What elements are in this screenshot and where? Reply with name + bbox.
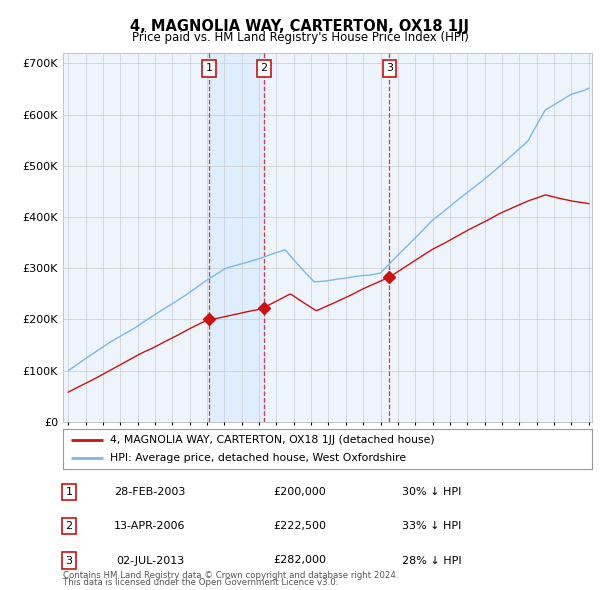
Text: 1: 1 (206, 64, 212, 74)
Text: 1: 1 (65, 487, 73, 497)
Text: This data is licensed under the Open Government Licence v3.0.: This data is licensed under the Open Gov… (63, 578, 338, 586)
Text: Contains HM Land Registry data © Crown copyright and database right 2024.: Contains HM Land Registry data © Crown c… (63, 571, 398, 579)
Text: Price paid vs. HM Land Registry's House Price Index (HPI): Price paid vs. HM Land Registry's House … (131, 31, 469, 44)
Text: 13-APR-2006: 13-APR-2006 (114, 522, 186, 531)
Text: 4, MAGNOLIA WAY, CARTERTON, OX18 1JJ (detached house): 4, MAGNOLIA WAY, CARTERTON, OX18 1JJ (de… (110, 435, 434, 445)
Text: 2: 2 (65, 522, 73, 531)
Text: £222,500: £222,500 (274, 522, 326, 531)
Text: 28% ↓ HPI: 28% ↓ HPI (402, 556, 462, 565)
Text: 3: 3 (65, 556, 73, 565)
Text: 33% ↓ HPI: 33% ↓ HPI (403, 522, 461, 531)
Text: 28-FEB-2003: 28-FEB-2003 (115, 487, 185, 497)
Text: £200,000: £200,000 (274, 487, 326, 497)
Text: 30% ↓ HPI: 30% ↓ HPI (403, 487, 461, 497)
Text: £282,000: £282,000 (274, 556, 326, 565)
Bar (209, 53, 264, 422)
Text: HPI: Average price, detached house, West Oxfordshire: HPI: Average price, detached house, West… (110, 453, 406, 463)
Text: 2: 2 (260, 64, 268, 74)
Text: 4, MAGNOLIA WAY, CARTERTON, OX18 1JJ: 4, MAGNOLIA WAY, CARTERTON, OX18 1JJ (131, 19, 470, 34)
Text: 02-JUL-2013: 02-JUL-2013 (116, 556, 184, 565)
Text: 3: 3 (386, 64, 392, 74)
